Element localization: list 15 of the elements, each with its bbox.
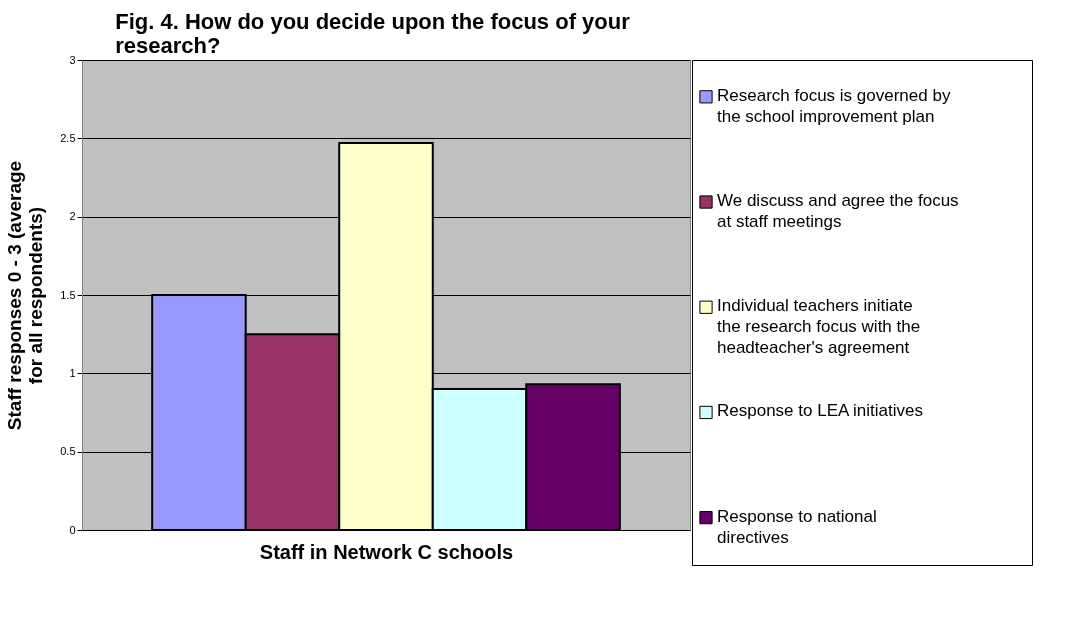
- y-tick-label: 2: [69, 210, 76, 223]
- y-tick-label: 3: [69, 53, 76, 66]
- y-tick-label: 0.5: [60, 445, 76, 458]
- y-tick-label: 2.5: [60, 131, 76, 144]
- legend-label: Individual teachers initiate the research focus with the headteacher's agreement: [717, 296, 921, 358]
- legend-label: Response to national directives: [717, 506, 877, 547]
- y-tick-label: 1: [69, 366, 76, 379]
- x-axis-title: Staff in Network C schools: [259, 540, 514, 563]
- legend-label: Response to LEA initiatives: [717, 401, 924, 421]
- y-tick-label: 0: [69, 523, 76, 536]
- chart-title: Fig. 4. How do you decide upon the focus of your research?: [115, 8, 631, 58]
- y-axis-title: Staff responses 0 - 3 (average for all respondents): [4, 160, 47, 431]
- legend-label: We discuss and agree the focus at staff meetings: [717, 191, 959, 232]
- legend-label: Research focus is governed by the school improvement plan: [717, 85, 951, 126]
- y-tick-label: 1.5: [60, 288, 76, 301]
